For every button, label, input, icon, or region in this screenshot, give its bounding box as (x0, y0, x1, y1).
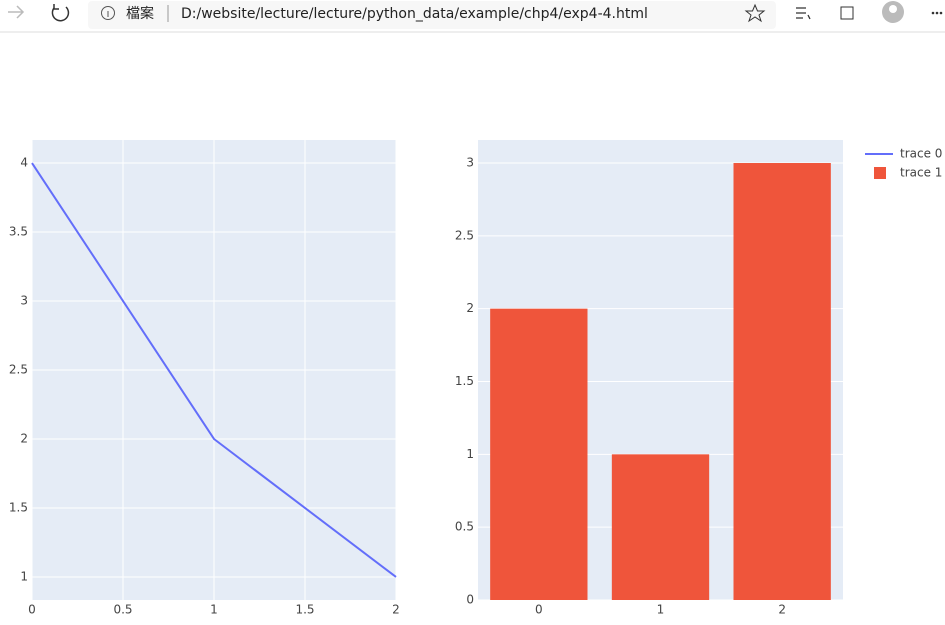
bar (490, 308, 588, 600)
x-tick-label: 0 (535, 603, 543, 617)
legend-swatch (874, 167, 886, 179)
y-tick-label: 0 (466, 593, 474, 607)
x-tick-label: 1 (210, 603, 218, 617)
favorites-button[interactable] (796, 7, 811, 20)
x-tick-label: 0 (28, 603, 36, 617)
x-tick-label: 1.5 (295, 603, 314, 617)
profile-head (889, 5, 897, 13)
x-tick-label: 1 (657, 603, 665, 617)
x-tick-label: 2 (392, 603, 400, 617)
y-tick-label: 3 (466, 156, 474, 170)
y-tick-label: 1.5 (455, 374, 474, 388)
y-tick-label: 2 (466, 301, 474, 315)
line (31, 162, 397, 578)
x-tick-label: 0.5 (113, 603, 132, 617)
legend-label[interactable]: trace 0 (900, 147, 942, 161)
y-tick-label: 0.5 (455, 520, 474, 534)
file-label: 檔案 (126, 5, 154, 22)
y-tick-label: 2.5 (9, 363, 28, 377)
y-tick-label: 3 (20, 294, 28, 308)
address-bar[interactable] (88, 1, 776, 29)
bar (733, 163, 831, 600)
y-tick-label: 1.5 (9, 500, 28, 514)
menu-button[interactable] (931, 11, 943, 15)
x-tick-label: 2 (778, 603, 786, 617)
y-tick-label: 1 (466, 447, 474, 461)
back-button[interactable] (8, 5, 25, 19)
refresh-button[interactable] (51, 4, 70, 22)
info-icon[interactable] (101, 6, 115, 20)
url-text[interactable]: D:/website/lecture/lecture/python_data/e… (181, 6, 648, 22)
y-tick-label: 2.5 (455, 228, 474, 242)
y-tick-label: 3.5 (9, 225, 28, 239)
bar (611, 454, 710, 600)
collections-button[interactable] (840, 6, 854, 20)
y-tick-label: 4 (20, 156, 28, 170)
favorite-button[interactable] (744, 3, 766, 23)
browser-toolbar: 檔案 D:/website/lecture/lecture/python_dat… (0, 0, 945, 33)
legend-label[interactable]: trace 1 (900, 166, 942, 180)
y-tick-label: 2 (20, 431, 28, 445)
y-tick-label: 1 (20, 569, 28, 583)
